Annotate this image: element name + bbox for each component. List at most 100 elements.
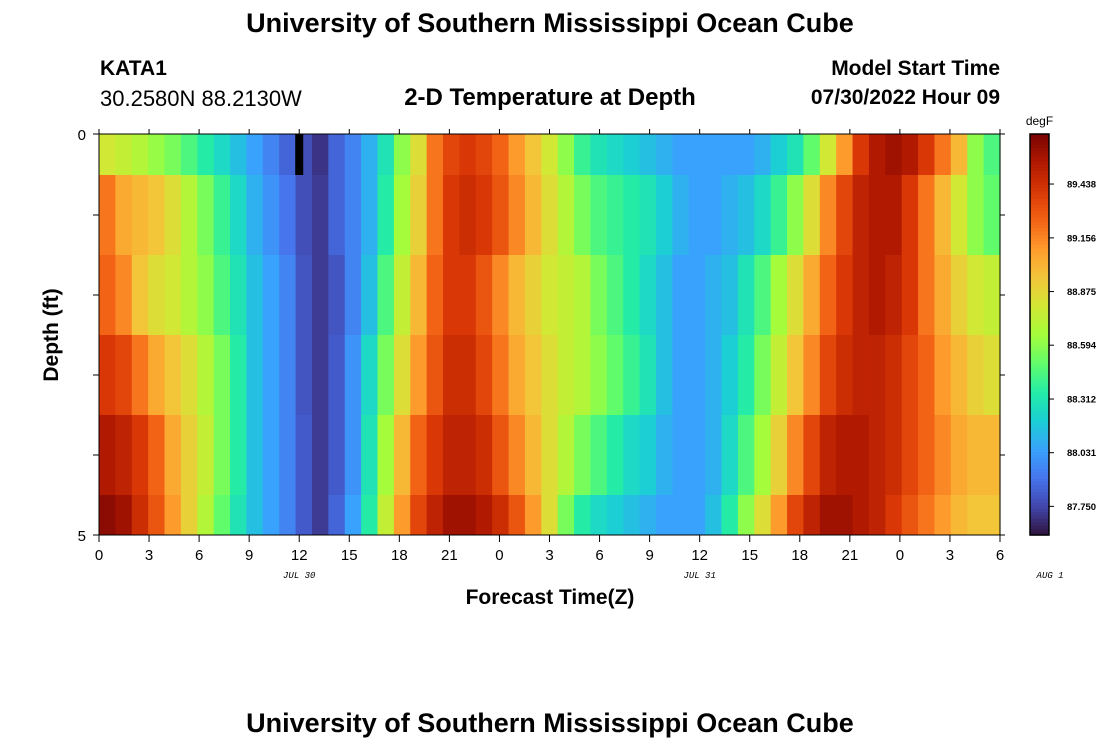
colorbar-segment	[1030, 281, 1049, 285]
colorbar-segment	[1030, 194, 1049, 199]
heatmap-cell	[655, 335, 673, 415]
heatmap-cell	[279, 335, 297, 415]
heatmap-cell	[393, 415, 411, 495]
colorbar-segment	[1030, 448, 1049, 453]
colorbar-segment	[1030, 344, 1049, 349]
heatmap-cell	[197, 255, 215, 335]
colorbar-segment	[1030, 177, 1049, 182]
colorbar-segment	[1030, 264, 1049, 269]
x-tick-label: 21	[441, 547, 458, 564]
heatmap-cell	[410, 415, 428, 495]
heatmap-cell	[557, 495, 575, 535]
colorbar-segment	[1030, 488, 1049, 493]
colorbar-segment	[1030, 187, 1049, 192]
heatmap-cell	[148, 175, 166, 255]
heatmap-cell	[950, 134, 968, 175]
colorbar-segment	[1030, 434, 1049, 439]
heatmap-cell	[410, 134, 428, 175]
heatmap-cell	[590, 415, 608, 495]
heatmap-cell	[230, 175, 248, 255]
heatmap-cell	[574, 335, 592, 415]
heatmap-cell	[918, 134, 936, 175]
heatmap-cell	[492, 335, 510, 415]
heatmap-cell	[885, 415, 903, 495]
heatmap-cell	[950, 415, 968, 495]
heatmap-cell	[213, 134, 231, 175]
x-tick-label: 0	[896, 547, 904, 564]
colorbar-segment	[1030, 170, 1049, 175]
heatmap-cell	[246, 175, 264, 255]
heatmap-cell	[361, 335, 379, 415]
colorbar-tick-label: 88.875	[1067, 287, 1097, 298]
heatmap-cell	[606, 175, 624, 255]
heatmap-cell	[836, 415, 854, 495]
heatmap-cell	[885, 495, 903, 535]
heatmap-cell	[721, 495, 739, 535]
x-tick-label: 21	[841, 547, 858, 564]
heatmap-cell	[344, 495, 362, 535]
heatmap-cell	[246, 134, 264, 175]
heatmap-cell	[721, 134, 739, 175]
heatmap-cell	[737, 415, 755, 495]
heatmap-cell	[901, 255, 919, 335]
colorbar-segment	[1030, 424, 1049, 429]
colorbar-segment	[1030, 307, 1049, 312]
heatmap-cell	[737, 495, 755, 535]
colorbar-segment	[1030, 157, 1049, 162]
y-axis-title: Depth (ft)	[40, 288, 63, 381]
heatmap-cell	[377, 415, 395, 495]
colorbar-tick-label: 87.750	[1067, 502, 1096, 513]
colorbar-segment	[1030, 468, 1049, 473]
heatmap-cell	[967, 134, 985, 175]
heatmap-cell	[508, 134, 526, 175]
heatmap-cell	[115, 495, 133, 535]
heatmap-cell	[131, 495, 149, 535]
colorbar-segment	[1030, 277, 1049, 282]
colorbar-segment	[1030, 441, 1049, 446]
colorbar-segment	[1030, 140, 1049, 145]
colorbar-segment	[1030, 224, 1049, 229]
colorbar-segment	[1030, 508, 1049, 513]
heatmap-cell	[164, 495, 182, 535]
heatmap-cell	[492, 495, 510, 535]
heatmap-cell	[459, 134, 477, 175]
x-tick-label: 12	[691, 547, 708, 564]
colorbar-segment	[1030, 514, 1049, 519]
heatmap-cell	[148, 415, 166, 495]
heatmap-cell	[426, 175, 444, 255]
heatmap-cell	[328, 495, 346, 535]
heatmap-cell	[868, 415, 886, 495]
colorbar-segment	[1030, 321, 1049, 326]
heatmap-cell	[311, 495, 329, 535]
heatmap-cell	[688, 415, 706, 495]
heatmap-cell	[508, 335, 526, 415]
heatmap-cell	[115, 335, 133, 415]
colorbar-segment	[1030, 381, 1049, 386]
heatmap-cell	[164, 255, 182, 335]
colorbar-segment	[1030, 494, 1049, 499]
heatmap-cell	[655, 415, 673, 495]
heatmap-cell	[852, 134, 870, 175]
heatmap-cell	[639, 175, 657, 255]
heatmap-cell	[443, 134, 460, 175]
heatmap-cell	[721, 415, 739, 495]
heatmap-cell	[393, 255, 411, 335]
heatmap-cell	[524, 415, 542, 495]
heatmap-cell	[639, 495, 657, 535]
heatmap-cell	[541, 255, 559, 335]
heatmap-cell	[967, 255, 985, 335]
x-tick-label: 9	[645, 547, 653, 564]
heatmap-cell	[230, 134, 248, 175]
colorbar-segment	[1030, 260, 1049, 265]
colorbar-segment	[1030, 204, 1049, 209]
colorbar-segment	[1030, 337, 1049, 342]
colorbar-segment	[1030, 214, 1049, 219]
heatmap-cell	[754, 134, 772, 175]
heatmap-cell	[508, 495, 526, 535]
heatmap-cell	[410, 495, 428, 535]
colorbar-segment	[1030, 521, 1049, 526]
heatmap-cell	[606, 335, 624, 415]
colorbar-segment	[1030, 190, 1049, 195]
heatmap-cell	[524, 335, 542, 415]
colorbar-segment	[1030, 217, 1049, 222]
